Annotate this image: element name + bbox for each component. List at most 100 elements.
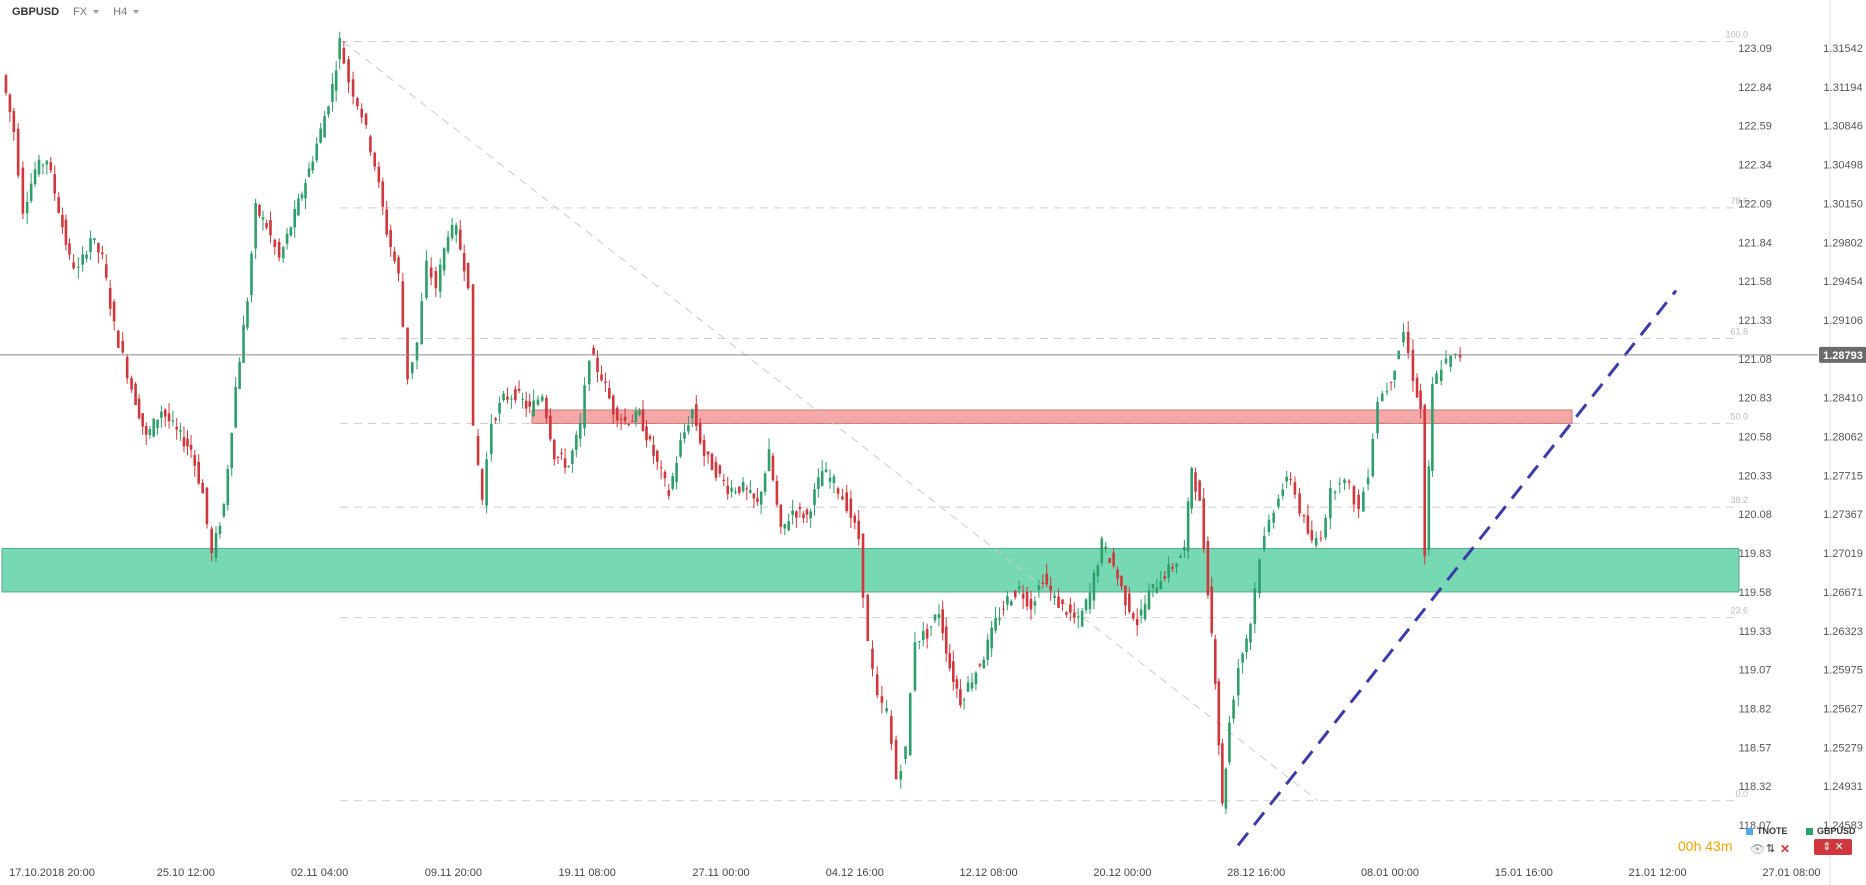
y-tick-right: 1.26671 (1823, 587, 1863, 599)
candle-body (112, 301, 116, 322)
candle-body (849, 498, 853, 518)
x-tick: 15.01 16:00 (1495, 867, 1553, 879)
candle-body (962, 699, 966, 701)
candle-body (1306, 515, 1310, 534)
candle-body (182, 437, 186, 447)
candle-body (458, 229, 462, 250)
candle-body (438, 264, 442, 292)
x-tick: 27.01 08:00 (1762, 867, 1820, 879)
candle-body (1217, 681, 1221, 746)
symbol-label: GBPUSD (12, 6, 60, 18)
candle-body (929, 626, 933, 628)
candle-body (506, 396, 509, 400)
candle-body (197, 461, 200, 484)
candle-body (1167, 564, 1170, 578)
candle-body (485, 459, 488, 506)
legend-gbpusd[interactable]: GBPUSD (1806, 826, 1856, 836)
close-icon[interactable]: ✕ (1780, 842, 1791, 856)
candle-body (281, 247, 285, 259)
candle-body (1245, 638, 1248, 653)
candle-body (986, 639, 990, 660)
candle-body (77, 266, 80, 268)
market-dropdown[interactable]: FX (73, 6, 100, 18)
candle-body (167, 413, 171, 422)
candle-body (592, 347, 595, 356)
remove-indicator-button[interactable]: ⇕ ✕ (1814, 839, 1852, 855)
y-tick-right: 1.25975 (1823, 665, 1863, 677)
candle-body (476, 435, 480, 465)
candle-body (1221, 743, 1224, 804)
candle-body (913, 642, 917, 691)
legend-tnote[interactable]: TNOTE (1746, 826, 1788, 836)
candle-timer: 00h 43m (1678, 838, 1732, 854)
eye-icon[interactable]: 👁 (1750, 842, 1766, 856)
candle-body (1449, 355, 1452, 367)
candle-body (1272, 512, 1275, 523)
current-price-label: 1.28793 (1823, 350, 1863, 362)
y-tick-right: 1.27019 (1823, 548, 1863, 560)
trendline (1236, 289, 1678, 847)
candle-body (563, 458, 567, 468)
candle-body (1084, 599, 1088, 611)
candle-body (265, 223, 268, 228)
y-tick-left: 122.34 (1738, 160, 1772, 172)
candle-body (730, 487, 733, 492)
candle-body (1108, 558, 1111, 563)
candle-body (871, 648, 874, 669)
candle-body (611, 395, 615, 415)
candle-body (1281, 489, 1285, 496)
y-tick-right: 1.25279 (1823, 742, 1863, 754)
fib-level-label: 38.2 (1730, 495, 1748, 505)
candle-body (990, 627, 993, 649)
candle-body (885, 708, 888, 712)
candle-body (300, 194, 304, 199)
candle-body (1186, 501, 1190, 552)
candle-body (767, 449, 771, 472)
x-tick: 27.11 00:00 (692, 867, 749, 879)
candle-body (49, 162, 53, 171)
candle-body (1406, 331, 1410, 354)
candle-body (406, 327, 409, 380)
sort-arrows-icon[interactable]: ⇅ (1766, 843, 1776, 855)
candle-body (1249, 624, 1252, 643)
candle-body (734, 491, 737, 493)
candle-body (226, 469, 230, 506)
candle-body (1155, 587, 1159, 593)
x-tick: 17.10.2018 20:00 (9, 867, 95, 879)
candle-body (817, 477, 820, 490)
candle-body (556, 456, 560, 458)
candle-body (1194, 472, 1197, 492)
x-tick: 02.11 04:00 (291, 867, 348, 879)
y-tick-right: 1.30846 (1823, 121, 1863, 133)
timeframe-dropdown[interactable]: H4 (113, 6, 140, 18)
candle-body (1444, 358, 1448, 364)
candle-body (974, 672, 978, 685)
candle-body (1415, 377, 1419, 398)
candle-body (415, 342, 419, 361)
candle-body (890, 716, 893, 744)
candle-body (121, 341, 125, 353)
candle-body (89, 238, 92, 252)
x-tick: 20.12 00:00 (1093, 867, 1151, 879)
candle-body (779, 504, 783, 527)
candle-body (1293, 482, 1297, 495)
candle-body (1224, 768, 1228, 809)
candle-body (179, 429, 182, 432)
candle-body (1352, 486, 1356, 505)
candle-body (880, 696, 884, 703)
candle-body (1135, 618, 1139, 626)
candle-body (1025, 591, 1029, 607)
candle-body (845, 492, 849, 511)
candle-body (627, 423, 631, 425)
candle-body (258, 204, 261, 216)
candle-body (798, 506, 802, 509)
candle-body (1065, 612, 1068, 615)
candle-body (510, 398, 513, 400)
candle-body (1338, 483, 1342, 485)
candle-body (1092, 573, 1096, 601)
candle-body (1029, 598, 1033, 610)
candle-body (571, 450, 574, 464)
candle-body (1241, 653, 1244, 663)
candle-body (1210, 586, 1214, 634)
